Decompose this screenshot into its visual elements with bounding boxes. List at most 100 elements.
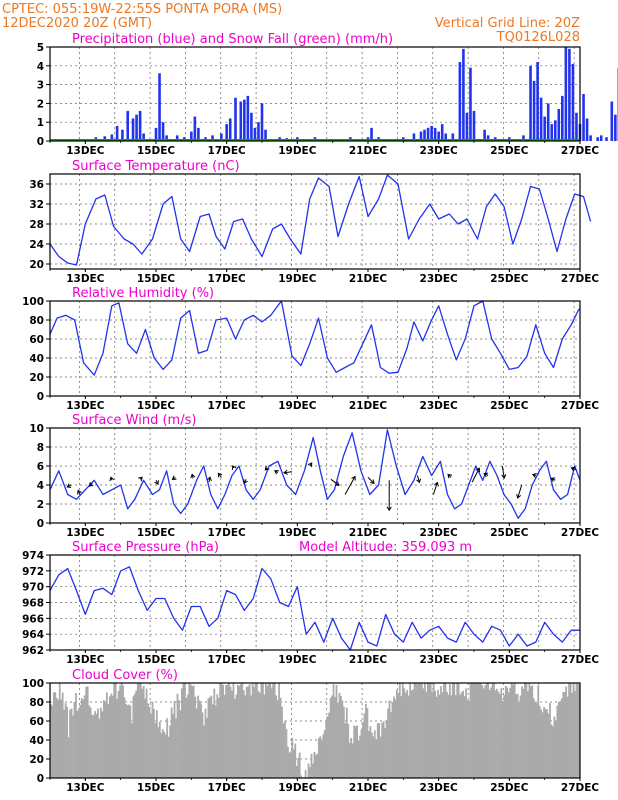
precip-bar: [175, 135, 179, 141]
cloud-bar: [123, 697, 126, 778]
y-tick-label: 5: [37, 42, 44, 54]
y-tick-label: 80: [29, 315, 44, 327]
cloud-bar: [422, 688, 425, 778]
cloud-bar: [554, 720, 557, 778]
cloud-bar: [338, 692, 341, 778]
precip-bar: [561, 95, 564, 141]
precip-bar: [110, 134, 114, 141]
cloud-bar: [257, 691, 260, 778]
cloud-bar: [406, 690, 409, 778]
wind-arrow-head: [154, 480, 159, 486]
wind-arrow: [501, 465, 505, 479]
panel-frame: [49, 300, 581, 397]
y-tick-label: 4: [37, 480, 44, 492]
x-tick-label: 21DEC: [349, 527, 388, 539]
wind-arrow-head: [88, 482, 94, 487]
y-tick-label: 2: [37, 499, 44, 511]
wind-arrow-head: [274, 470, 279, 475]
cloud-bar: [192, 685, 195, 778]
cloud-bar: [532, 698, 535, 778]
cloud-bar: [135, 690, 138, 778]
cloud-bar: [88, 705, 91, 778]
cloud-bar: [122, 685, 124, 778]
cloud-bar: [157, 727, 160, 778]
x-tick-label: 25DEC: [490, 273, 529, 285]
cloud-bar: [546, 709, 548, 778]
precip-bar: [264, 129, 267, 141]
cloud-bar: [139, 683, 142, 778]
cloud-bar: [203, 725, 205, 778]
cloud-bar: [506, 687, 509, 778]
cloud-bar: [220, 683, 223, 778]
cloud-bar: [340, 695, 342, 778]
cloud-bar: [560, 698, 563, 778]
y-tick-label: 20: [29, 754, 44, 766]
cloud-bar: [191, 686, 194, 778]
cloud-bar: [235, 694, 238, 778]
x-tick-label: 13DEC: [66, 782, 105, 794]
cloud-bar: [266, 685, 269, 778]
cloud-bar: [282, 723, 285, 778]
wind-arrow: [416, 475, 420, 483]
precip-bar: [121, 129, 124, 141]
cloud-bar: [281, 706, 283, 778]
precip-bar: [532, 80, 536, 141]
cloud-bar: [161, 729, 164, 778]
cloud-bar: [198, 700, 201, 778]
cloud-bar: [285, 729, 288, 778]
cloud-bar: [320, 739, 323, 778]
x-tick-label: 15DEC: [137, 782, 176, 794]
cloud-bar: [244, 695, 247, 778]
wind-arrow-head: [243, 479, 248, 485]
cloud-bar: [543, 707, 545, 778]
cloud-bar: [557, 701, 560, 778]
cloud-bar: [575, 683, 578, 778]
cloud-bar: [360, 729, 363, 778]
y-tick-label: 40: [29, 353, 44, 365]
cloud-bar: [310, 753, 313, 778]
precip-bar: [462, 48, 465, 141]
cloud-bar: [331, 695, 333, 778]
x-tick-label: 21DEC: [349, 273, 388, 285]
cloud-bar: [239, 684, 242, 778]
x-tick-label: 15DEC: [137, 527, 176, 539]
cloud-bar: [104, 701, 107, 778]
cloud-bar: [223, 694, 226, 778]
cloud-bar: [79, 704, 82, 778]
x-tick-label: 27DEC: [561, 527, 600, 539]
series-line: [49, 174, 592, 266]
y-tick-label: 40: [29, 735, 44, 747]
precip-bar: [426, 127, 430, 141]
cloud-bar: [528, 683, 531, 778]
wind-arrow-head: [307, 462, 313, 468]
precip-bar: [599, 135, 603, 141]
x-tick-label: 17DEC: [208, 782, 247, 794]
cloud-bar: [541, 712, 544, 778]
cloud-bar: [72, 715, 74, 778]
precip-bar: [614, 114, 617, 141]
precip-bar: [103, 136, 107, 141]
precip-bar: [610, 101, 614, 141]
cloud-bar: [482, 688, 485, 778]
cloud-bar: [494, 690, 497, 778]
cloud-bar: [241, 683, 244, 778]
precip-bar: [483, 129, 486, 141]
cloud-bar: [434, 690, 437, 778]
cloud-bar: [535, 703, 538, 778]
cloud-bar: [130, 723, 133, 778]
cloud-bar: [304, 769, 307, 778]
cloud-bar: [73, 701, 76, 778]
cloud-bar: [189, 684, 192, 778]
cloud-bar: [384, 728, 386, 778]
cloud-bar: [204, 708, 207, 778]
cloud-bar: [289, 751, 292, 778]
cloud-bar: [476, 683, 479, 778]
panel-precip: Precipitation (blue) and Snow Fall (gree…: [37, 32, 618, 157]
cloud-bar: [497, 691, 500, 778]
y-tick-label: 966: [22, 613, 44, 625]
cloud-bar: [500, 687, 503, 778]
precip-bar: [536, 62, 539, 141]
cloud-bar: [216, 694, 219, 778]
cloud-bar: [166, 718, 169, 778]
cloud-bar: [516, 693, 519, 778]
